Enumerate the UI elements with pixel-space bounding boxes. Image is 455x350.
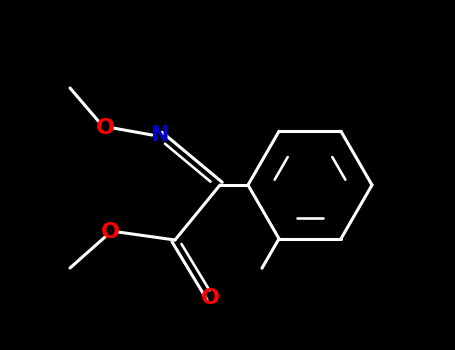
Text: O: O — [96, 118, 115, 138]
Text: N: N — [151, 125, 169, 145]
Text: O: O — [101, 222, 120, 242]
Text: O: O — [201, 288, 219, 308]
